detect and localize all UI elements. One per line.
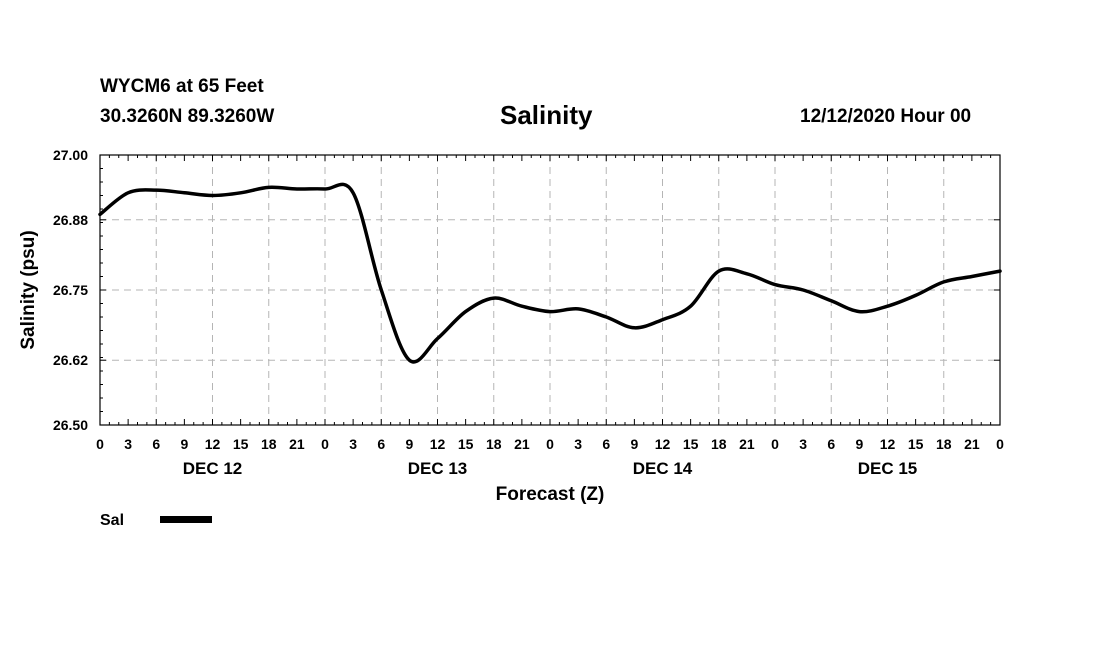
coordinates-label: 30.3260N 89.3260W: [100, 106, 275, 127]
x-tick-label: 15: [233, 436, 249, 452]
x-tick-label: 0: [996, 436, 1004, 452]
x-tick-label: 15: [458, 436, 474, 452]
label-layer: 0 3 6 9 12 15 18 21 0 3 6 9 12 15 18 21 0 3 6 9 12 15 18 21 0 3 6 9…: [53, 147, 1004, 478]
legend: Sal: [100, 512, 212, 529]
day-label: DEC 13: [408, 459, 468, 478]
x-tick-label: 18: [711, 436, 727, 452]
x-tick-label: 6: [827, 436, 835, 452]
x-tick-label: 21: [739, 436, 755, 452]
day-label: DEC 14: [633, 459, 693, 478]
x-tick-label: 15: [683, 436, 699, 452]
x-tick-label: 3: [124, 436, 132, 452]
x-tick-label: 6: [152, 436, 160, 452]
x-tick-label: 9: [405, 436, 413, 452]
legend-swatch-sal: [160, 516, 212, 523]
x-tick-label: 0: [546, 436, 554, 452]
legend-label-sal: Sal: [100, 512, 124, 529]
x-tick-label: 12: [880, 436, 896, 452]
x-tick-label: 3: [574, 436, 582, 452]
tick-layer: [99, 154, 1001, 426]
x-tick-label: 9: [180, 436, 188, 452]
x-tick-label: 3: [349, 436, 357, 452]
x-tick-label: 0: [771, 436, 779, 452]
x-tick-label: 9: [855, 436, 863, 452]
x-tick-label: 6: [602, 436, 610, 452]
x-tick-label: 12: [205, 436, 221, 452]
grid-layer: [100, 155, 1000, 425]
station-label: WYCM6 at 65 Feet: [100, 76, 264, 97]
x-tick-label: 0: [96, 436, 104, 452]
y-tick-label: 26.62: [53, 352, 88, 368]
day-label: DEC 15: [858, 459, 918, 478]
day-label: DEC 12: [183, 459, 243, 478]
chart-title: Salinity: [500, 100, 593, 130]
y-tick-label: 27.00: [53, 147, 88, 163]
y-tick-label: 26.50: [53, 417, 88, 433]
x-tick-label: 18: [261, 436, 277, 452]
x-tick-label: 18: [936, 436, 952, 452]
y-tick-label: 26.88: [53, 212, 88, 228]
x-axis-label: Forecast (Z): [496, 484, 605, 505]
y-tick-label: 26.75: [53, 282, 88, 298]
x-tick-label: 0: [321, 436, 329, 452]
forecast-datetime: 12/12/2020 Hour 00: [800, 106, 972, 127]
x-tick-label: 9: [630, 436, 638, 452]
x-tick-label: 12: [430, 436, 446, 452]
x-tick-label: 12: [655, 436, 671, 452]
x-tick-label: 21: [514, 436, 530, 452]
x-tick-label: 18: [486, 436, 502, 452]
x-tick-label: 21: [964, 436, 980, 452]
x-tick-label: 15: [908, 436, 924, 452]
x-tick-label: 21: [289, 436, 305, 452]
x-tick-label: 3: [799, 436, 807, 452]
series-line-sal: [98, 182, 1002, 364]
x-tick-label: 6: [377, 436, 385, 452]
y-axis-label: Salinity (psu): [18, 230, 39, 349]
